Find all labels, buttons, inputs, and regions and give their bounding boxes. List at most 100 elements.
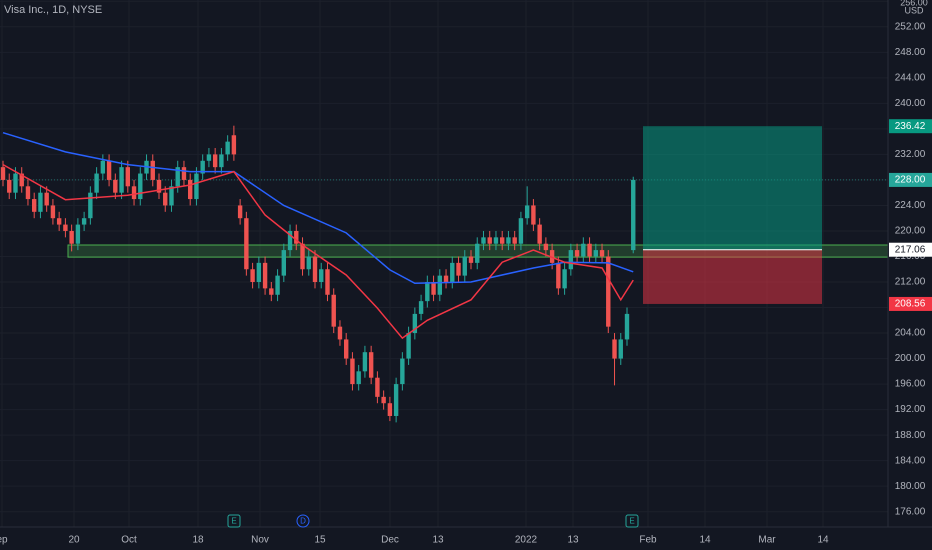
y-tick-label: 232.00 [895, 149, 926, 160]
event-label: E [231, 517, 236, 526]
candle-body [587, 243, 592, 257]
candle-body [581, 243, 586, 257]
candle-body [281, 250, 286, 276]
candle-body [543, 243, 549, 251]
candle-body [618, 339, 623, 359]
y-tick-label: 204.00 [895, 328, 926, 339]
candle-body [344, 339, 349, 359]
candle-body [163, 192, 168, 206]
candle-body [19, 173, 24, 187]
x-tick-label: Feb [639, 535, 657, 546]
candle-body [362, 352, 368, 372]
moving-average [2, 131, 634, 285]
y-tick-label: 192.00 [895, 404, 926, 415]
candle-body [212, 154, 218, 168]
candle-body [94, 173, 99, 193]
x-tick-label: 2022 [515, 535, 538, 546]
candle-body [481, 237, 486, 244]
candle-body [368, 352, 374, 378]
x-tick-label: 18 [192, 535, 204, 546]
candle-body [175, 167, 180, 187]
candle-body [119, 167, 124, 193]
candle-body [412, 313, 418, 334]
candle-body [237, 205, 243, 219]
candle-body [138, 173, 143, 200]
candle-body [431, 282, 436, 295]
candle-body [331, 294, 336, 327]
price-tag [889, 172, 932, 187]
candle-body [156, 179, 162, 193]
candle-body [300, 243, 305, 270]
event-label: D [300, 517, 306, 526]
candle-body [81, 218, 87, 225]
candle-body [88, 192, 93, 219]
candle-body [556, 262, 561, 289]
candle-body [319, 269, 324, 283]
candle-body [450, 262, 455, 283]
candle-body [599, 250, 605, 257]
candle-body [63, 224, 68, 231]
candle-body [456, 262, 461, 276]
candle-body [531, 205, 536, 225]
candle-body [25, 186, 31, 200]
y-tick-label: 200.00 [895, 353, 926, 364]
price-tag-label: 217.06 [895, 244, 926, 255]
candle-body [125, 167, 130, 187]
candle-body [56, 218, 62, 225]
candle-body [418, 301, 424, 314]
y-tick-label: 220.00 [895, 226, 926, 237]
price-tag-label: 236.42 [895, 121, 926, 132]
candle-body [312, 256, 318, 283]
candle-body [537, 224, 542, 244]
candle-body [406, 333, 411, 359]
candle-body [75, 224, 81, 244]
candle-body [562, 269, 567, 289]
y-tick-label: 196.00 [895, 379, 926, 390]
x-tick-label: 13 [567, 535, 579, 546]
x-tick-label: 13 [432, 535, 444, 546]
x-tick-label: 14 [699, 535, 711, 546]
candle-body [624, 313, 630, 340]
candle-body [69, 230, 74, 244]
y-tick-label: 248.00 [895, 47, 926, 58]
x-tick-label: 14 [817, 535, 829, 546]
candle-body [631, 179, 636, 251]
candle-body [306, 256, 311, 270]
candle-body [269, 288, 274, 295]
candle-body [381, 396, 386, 404]
candle-body [50, 205, 56, 219]
event-badge [625, 514, 639, 528]
candle-body [181, 167, 187, 180]
x-tick-label: Nov [251, 535, 269, 546]
y-tick-label: 188.00 [895, 430, 926, 441]
event-marker: D [296, 514, 310, 528]
candle-body [13, 173, 18, 193]
candle-body [131, 186, 137, 200]
y-tick-label: 212.00 [895, 277, 926, 288]
candle-body [593, 250, 598, 257]
candle-body [32, 199, 37, 212]
candle-body [275, 275, 280, 295]
candle-body [387, 403, 393, 416]
candle-body [225, 141, 230, 155]
price-tag [889, 296, 932, 311]
candle-body [524, 205, 530, 219]
candle-body [493, 237, 499, 244]
candle-body [244, 218, 249, 270]
x-tick-label: 15 [314, 535, 326, 546]
event-badge [296, 514, 310, 528]
candle-body [188, 179, 193, 200]
event-badge [227, 514, 241, 528]
price-tag-label: 228.00 [895, 175, 926, 186]
candle-body [393, 384, 399, 416]
profit-zone [643, 126, 822, 250]
candle-body [325, 269, 330, 295]
chart-title: Visa Inc., 1D, NYSE [4, 4, 102, 16]
candle-body [38, 192, 43, 212]
x-tick-label: Mar [758, 535, 776, 546]
x-tick-label: ep [0, 535, 8, 546]
candle-body [606, 256, 611, 327]
candle-body [500, 237, 505, 244]
candle-body [44, 192, 49, 206]
